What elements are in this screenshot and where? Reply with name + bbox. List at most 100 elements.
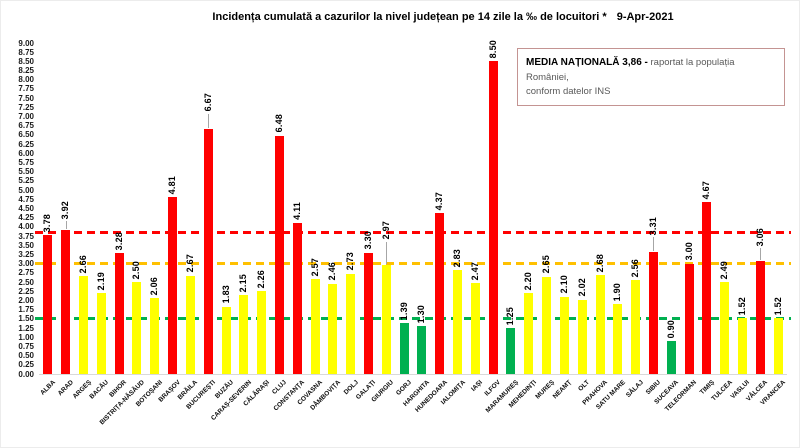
bar-ilfov [488, 61, 498, 374]
bar-bihor [114, 253, 124, 374]
bar-sălaj [631, 279, 641, 374]
label-leader-line [208, 113, 210, 128]
bar-value-label: 3.06 [754, 228, 765, 247]
y-axis-tick: 4.00 [18, 222, 34, 232]
y-axis-tick: 5.50 [18, 167, 34, 177]
bar-maramureș [506, 328, 516, 374]
label-leader-line [65, 220, 67, 229]
y-axis-tick: 1.50 [18, 314, 34, 324]
bar-covasna [310, 279, 320, 374]
bar-value-label: 3.28 [113, 232, 124, 251]
bar-timiș [702, 202, 712, 374]
national-average-note-2: conform datelor INS [526, 86, 611, 98]
reference-line-media-nationala-3.86 [35, 230, 791, 234]
y-axis-tick: 7.50 [18, 93, 34, 103]
bar-value-label: 2.50 [131, 260, 142, 280]
bar-prahova [595, 275, 605, 374]
x-axis-label: NEAMȚ [552, 379, 574, 401]
bar-value-label: 2.47 [469, 261, 480, 281]
y-axis-tick: 3.00 [18, 259, 34, 269]
label-leader-line [386, 241, 388, 264]
bar-value-label: 2.56 [630, 258, 641, 277]
x-axis-label: SĂLAJ [624, 379, 645, 400]
bar-value-label: 3.31 [647, 216, 658, 236]
bar-value-label: 4.37 [434, 191, 445, 211]
bar-bucurești [203, 128, 213, 374]
bar-value-label: 6.48 [273, 114, 284, 133]
bar-value-label: 1.39 [398, 301, 409, 320]
bar-value-label: 2.73 [345, 252, 356, 271]
y-axis-tick: 0.50 [18, 351, 34, 361]
bar-value-label: 1.83 [220, 285, 231, 304]
bar-mureș [542, 276, 552, 374]
x-axis-label: ALBA [39, 379, 57, 397]
bar-constanța [292, 222, 302, 374]
bar-value-label: 4.11 [291, 202, 302, 220]
national-average-note-1: raportat la populația României, [526, 57, 735, 83]
bar-satu mare [613, 304, 623, 374]
bar-value-label: 6.67 [202, 93, 213, 112]
x-axis-line [39, 374, 787, 375]
bar-value-label: 2.46 [327, 262, 338, 281]
bar-value-label: 2.57 [309, 258, 320, 277]
bar-tulcea [720, 282, 730, 374]
reference-line-prag-rosu-3.00 [35, 262, 791, 266]
bar-value-label: 1.25 [505, 306, 516, 326]
bar-value-label: 4.67 [701, 180, 712, 200]
y-axis-tick: 7.25 [18, 102, 34, 112]
bar-value-label: 2.49 [719, 261, 730, 280]
x-axis-label: IAȘI [470, 379, 485, 393]
bar-value-label: 2.66 [78, 254, 89, 274]
chart-title: Incidența cumulată a cazurilor la nivel … [1, 11, 799, 23]
plot-area: 3.78 3.92 2.66 2.19 3.28 2.50 2.06 4.81 2.67 6.67… [35, 40, 791, 374]
bar-hunedoara [435, 213, 445, 374]
bar-ialomița [453, 269, 463, 374]
bar-value-label: 8.50 [487, 40, 498, 59]
bar-value-label: 4.81 [167, 175, 178, 195]
y-axis-tick: 1.75 [18, 305, 34, 315]
bar-value-label: 2.06 [149, 276, 160, 296]
bar-value-label: 2.19 [95, 272, 106, 291]
bar-neamț [559, 296, 569, 374]
label-leader-line [760, 248, 762, 261]
bar-sibiu [648, 252, 658, 374]
bar-mehedinți [524, 293, 534, 374]
y-axis-tick: 3.25 [18, 249, 34, 259]
y-axis-tick: 1.00 [18, 332, 34, 342]
y-axis-tick: 8.50 [18, 56, 34, 66]
bar-brașov [168, 197, 178, 374]
bar-value-label: 3.78 [42, 213, 53, 232]
y-axis-tick: 6.00 [18, 148, 34, 158]
bar-value-label: 2.20 [523, 271, 534, 291]
bar-giurgiu [381, 264, 391, 374]
y-axis-tick: 5.75 [18, 158, 34, 168]
y-axis-tick: 2.00 [18, 295, 34, 305]
y-axis-tick: 7.00 [18, 112, 34, 122]
bar-cluj [274, 135, 284, 374]
y-axis-tick: 4.25 [18, 213, 34, 223]
bar-value-label: 2.10 [558, 275, 569, 294]
y-axis-tick: 0.25 [18, 360, 34, 370]
bar-value-label: 1.52 [772, 296, 783, 316]
national-average-value: MEDIA NAȚIONALĂ 3,86 - [526, 57, 648, 68]
bar-iași [470, 283, 480, 374]
y-axis-tick: 8.00 [18, 75, 34, 85]
y-axis-tick: 4.75 [18, 194, 34, 204]
y-axis-tick: 4.50 [18, 204, 34, 213]
bar-value-label: 2.83 [452, 248, 463, 267]
bar-vaslui [737, 318, 747, 374]
bar-caraș-severin [239, 294, 249, 374]
y-axis-tick: 9.00 [18, 38, 34, 48]
y-axis-tick: 3.50 [18, 240, 34, 250]
y-axis-tick: 2.25 [18, 286, 34, 296]
bar-value-label: 2.97 [380, 221, 391, 240]
reference-line-prag-verde-1.50 [35, 317, 791, 321]
y-axis-tick: 5.25 [18, 176, 34, 186]
bar-argeș [79, 276, 89, 374]
y-axis-tick: 7.75 [18, 84, 34, 94]
bar-bistrița-năsăud [132, 282, 142, 374]
bar-value-label: 3.30 [362, 231, 373, 250]
x-axis-label: OLT [577, 379, 592, 393]
y-axis-tick: 0.75 [18, 341, 34, 351]
